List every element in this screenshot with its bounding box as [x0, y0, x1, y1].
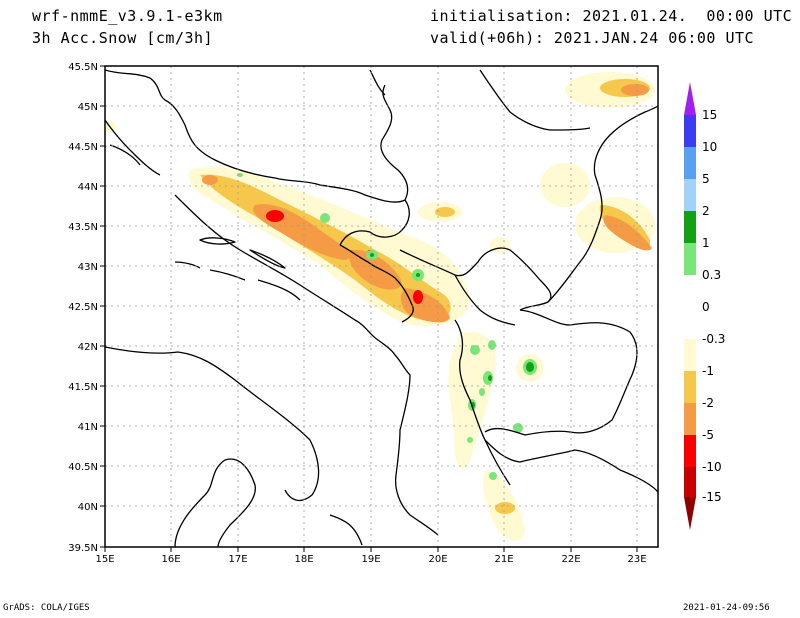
legend-swatch — [684, 339, 696, 371]
model-title: wrf-nmmE_v3.9.1-e3km — [32, 7, 223, 25]
tick-marks — [100, 65, 638, 552]
lat-label: 41N — [78, 422, 98, 433]
generated-timestamp: 2021-01-24-09:56 — [683, 603, 770, 613]
coastlines-borders — [105, 69, 658, 547]
lon-label: 20E — [428, 554, 447, 565]
legend-swatch — [684, 211, 696, 243]
legend-label: -2 — [702, 396, 714, 410]
lat-label: 44N — [78, 182, 98, 193]
field-title: 3h Acc.Snow [cm/3h] — [32, 29, 214, 47]
legend-swatch — [684, 435, 696, 467]
legend-cap-top — [684, 82, 696, 115]
lon-label: 18E — [294, 554, 313, 565]
legend-label: -0.3 — [702, 332, 725, 346]
legend-swatch — [684, 403, 696, 435]
legend-cap-bottom — [684, 497, 696, 530]
legend-label: -15 — [702, 490, 722, 504]
lon-label: 17E — [228, 554, 247, 565]
legend-label: 0 — [702, 300, 710, 314]
lon-label: 22E — [561, 554, 580, 565]
legend-label: 15 — [702, 108, 717, 122]
legend-label: -5 — [702, 428, 714, 442]
lon-label: 16E — [161, 554, 180, 565]
legend-swatch — [684, 179, 696, 211]
lat-label: 39.5N — [68, 543, 98, 554]
color-legend: 15 10 5 2 1 0.3 0 -0.3 -1 -2 -5 -10 -15 — [684, 82, 725, 530]
lon-label: 15E — [95, 554, 114, 565]
snow-field — [105, 72, 655, 541]
legend-label: 0.3 — [702, 268, 721, 282]
legend-swatch — [684, 275, 696, 339]
legend-swatch — [684, 147, 696, 179]
lat-label: 42N — [78, 342, 98, 353]
lon-label: 19E — [361, 554, 380, 565]
legend-label: 2 — [702, 204, 710, 218]
lat-label: 43N — [78, 262, 98, 273]
legend-swatch — [684, 243, 696, 275]
lat-label: 43.5N — [68, 222, 98, 233]
lon-label: 21E — [494, 554, 513, 565]
init-time: initialisation: 2021.01.24. 00:00 UTC — [430, 7, 793, 25]
legend-swatch — [684, 467, 696, 497]
legend-label: 10 — [702, 140, 717, 154]
legend-label: 1 — [702, 236, 710, 250]
legend-swatch — [684, 371, 696, 403]
lat-label: 40.5N — [68, 462, 98, 473]
lat-label: 40N — [78, 502, 98, 513]
credit-text: GrADS: COLA/IGES — [3, 603, 90, 613]
lat-label: 45N — [78, 102, 98, 113]
valid-time: valid(+06h): 2021.JAN.24 06:00 UTC — [430, 29, 755, 47]
lat-label: 44.5N — [68, 142, 98, 153]
legend-swatch — [684, 115, 696, 147]
lat-label: 42.5N — [68, 302, 98, 313]
legend-label: -1 — [702, 364, 714, 378]
lat-label: 41.5N — [68, 382, 98, 393]
legend-label: 5 — [702, 172, 710, 186]
lat-label: 45.5N — [68, 62, 98, 73]
graticule — [105, 66, 658, 547]
lon-label: 23E — [627, 554, 646, 565]
legend-label: -10 — [702, 460, 722, 474]
